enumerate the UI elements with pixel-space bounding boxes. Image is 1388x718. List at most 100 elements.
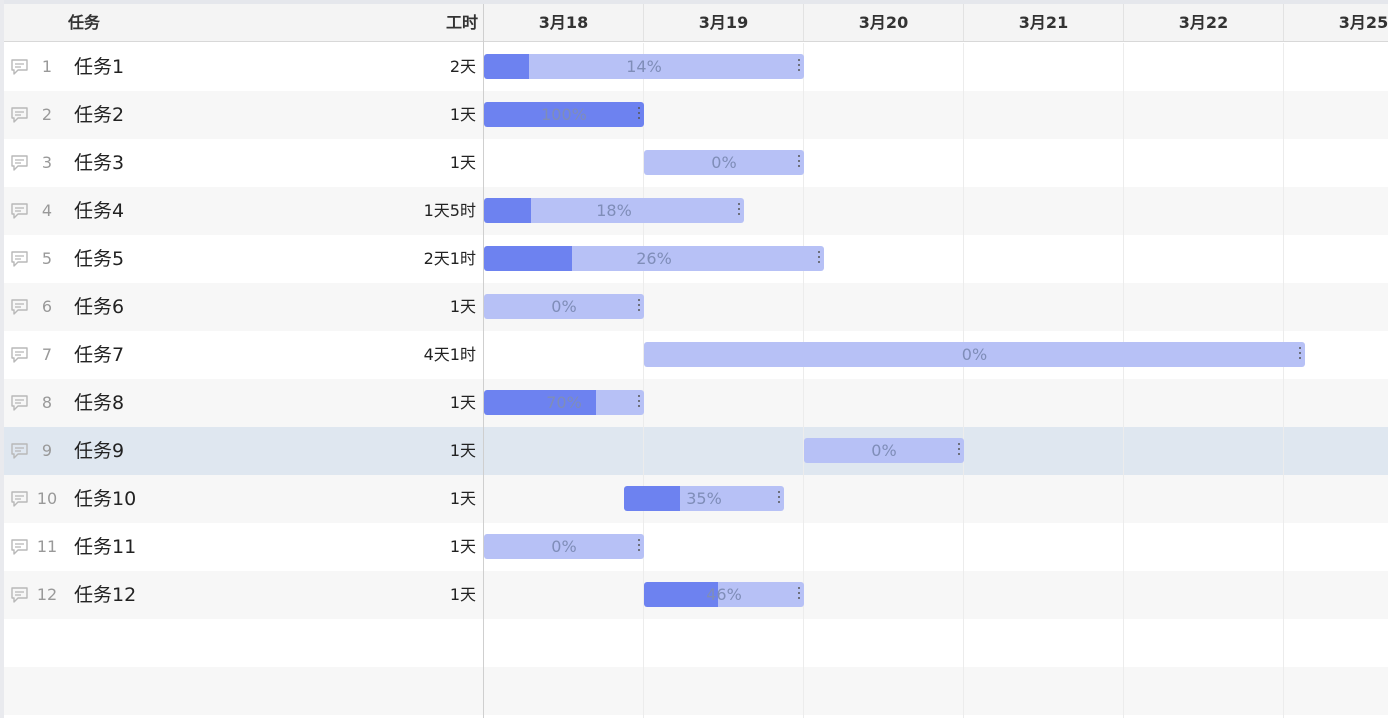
drag-handle-icon[interactable] [638, 299, 640, 314]
task-name[interactable]: 任务5 [74, 248, 125, 270]
task-index: 8 [41, 393, 53, 412]
drag-handle-icon[interactable] [958, 443, 960, 458]
task-bar[interactable]: 0% [804, 438, 964, 463]
comment-icon[interactable] [10, 298, 29, 316]
task-bar[interactable]: 0% [644, 150, 804, 175]
task-name[interactable]: 任务1 [74, 56, 125, 78]
task-row[interactable]: 2 任务2 1天 100% [4, 91, 1388, 139]
task-progress-fill [484, 390, 596, 415]
task-hours: 1天 [449, 105, 476, 124]
task-hours: 1天5时 [423, 201, 476, 220]
task-hours: 1天 [449, 393, 476, 412]
task-progress-label: 35% [686, 489, 722, 508]
task-progress-label: 14% [626, 57, 662, 76]
task-hours: 2天1时 [423, 249, 476, 268]
task-progress-label: 0% [711, 153, 737, 172]
task-row[interactable]: 5 任务5 2天1时 26% [4, 235, 1388, 283]
task-name[interactable]: 任务10 [74, 488, 137, 510]
comment-icon[interactable] [10, 106, 29, 124]
task-name[interactable]: 任务6 [74, 296, 125, 318]
drag-handle-icon[interactable] [798, 587, 800, 602]
day-gridline [643, 43, 644, 718]
task-name[interactable]: 任务2 [74, 104, 125, 126]
drag-handle-icon[interactable] [738, 203, 740, 218]
day-header-3-19: 3月19 [643, 4, 803, 41]
drag-handle-icon[interactable] [818, 251, 820, 266]
task-progress-fill [484, 54, 529, 79]
task-row[interactable]: 8 任务8 1天 70% [4, 379, 1388, 427]
comment-icon[interactable] [10, 490, 29, 508]
task-name[interactable]: 任务12 [74, 584, 137, 606]
drag-handle-icon[interactable] [1299, 347, 1301, 362]
drag-handle-icon[interactable] [798, 155, 800, 170]
task-bar[interactable]: 35% [624, 486, 784, 511]
task-progress-label: 46% [706, 585, 742, 604]
task-name[interactable]: 任务11 [74, 536, 137, 558]
task-row[interactable]: 11 任务11 1天 0% [4, 523, 1388, 571]
task-index: 1 [41, 57, 53, 76]
drag-handle-icon[interactable] [638, 539, 640, 554]
task-progress-fill [644, 582, 718, 607]
task-bar[interactable]: 18% [484, 198, 744, 223]
drag-handle-icon[interactable] [798, 59, 800, 74]
task-row[interactable]: 9 任务9 1天 0% [4, 427, 1388, 475]
left-border [0, 0, 4, 718]
task-progress-fill [624, 486, 680, 511]
task-row[interactable]: 3 任务3 1天 0% [4, 139, 1388, 187]
comment-icon[interactable] [10, 58, 29, 76]
task-bar[interactable]: 0% [484, 294, 644, 319]
day-gridline [1123, 43, 1124, 718]
day-header-3-25: 3月25 [1283, 4, 1388, 41]
comment-icon[interactable] [10, 154, 29, 172]
task-index: 10 [36, 489, 58, 508]
task-hours: 1天 [449, 585, 476, 604]
comment-icon[interactable] [10, 586, 29, 604]
day-gridline [963, 43, 964, 718]
task-hours: 1天 [449, 489, 476, 508]
task-index: 5 [41, 249, 53, 268]
task-column-header[interactable]: 任务 [68, 13, 101, 32]
task-index: 12 [36, 585, 58, 604]
task-hours: 4天1时 [423, 345, 476, 364]
task-bar[interactable]: 0% [484, 534, 644, 559]
task-index: 7 [41, 345, 53, 364]
task-row[interactable]: 10 任务10 1天 35% [4, 475, 1388, 523]
task-name[interactable]: 任务4 [74, 200, 125, 222]
task-row[interactable]: 1 任务1 2天 14% [4, 43, 1388, 91]
top-border [0, 0, 1388, 4]
task-bar[interactable]: 14% [484, 54, 804, 79]
task-bar[interactable]: 26% [484, 246, 824, 271]
task-hours: 2天 [449, 57, 476, 76]
task-bar[interactable]: 100% [484, 102, 644, 127]
task-bar[interactable]: 46% [644, 582, 804, 607]
task-row[interactable]: 7 任务7 4天1时 0% [4, 331, 1388, 379]
task-progress-fill [484, 102, 644, 127]
task-progress-label: 0% [961, 345, 988, 364]
task-progress-label: 0% [871, 441, 897, 460]
task-row[interactable]: 6 任务6 1天 0% [4, 283, 1388, 331]
task-row[interactable]: 4 任务4 1天5时 18% [4, 187, 1388, 235]
task-name[interactable]: 任务8 [74, 392, 125, 414]
drag-handle-icon[interactable] [778, 491, 780, 506]
task-index: 6 [41, 297, 53, 316]
task-name[interactable]: 任务9 [74, 440, 125, 462]
drag-handle-icon[interactable] [638, 395, 640, 410]
comment-icon[interactable] [10, 394, 29, 412]
drag-handle-icon[interactable] [638, 107, 640, 122]
empty-row [4, 667, 1388, 715]
task-hours: 1天 [449, 441, 476, 460]
comment-icon[interactable] [10, 442, 29, 460]
day-header-3-21: 3月21 [963, 4, 1123, 41]
comment-icon[interactable] [10, 538, 29, 556]
task-name[interactable]: 任务3 [74, 152, 125, 174]
task-bar[interactable]: 70% [484, 390, 644, 415]
task-name[interactable]: 任务7 [74, 344, 125, 366]
grid-timeline-divider[interactable] [483, 4, 484, 718]
task-bar[interactable]: 0% [644, 342, 1305, 367]
comment-icon[interactable] [10, 202, 29, 220]
comment-icon[interactable] [10, 346, 29, 364]
comment-icon[interactable] [10, 250, 29, 268]
day-gridline [803, 43, 804, 718]
hours-column-header[interactable]: 工时 [445, 13, 478, 32]
task-row[interactable]: 12 任务12 1天 46% [4, 571, 1388, 619]
